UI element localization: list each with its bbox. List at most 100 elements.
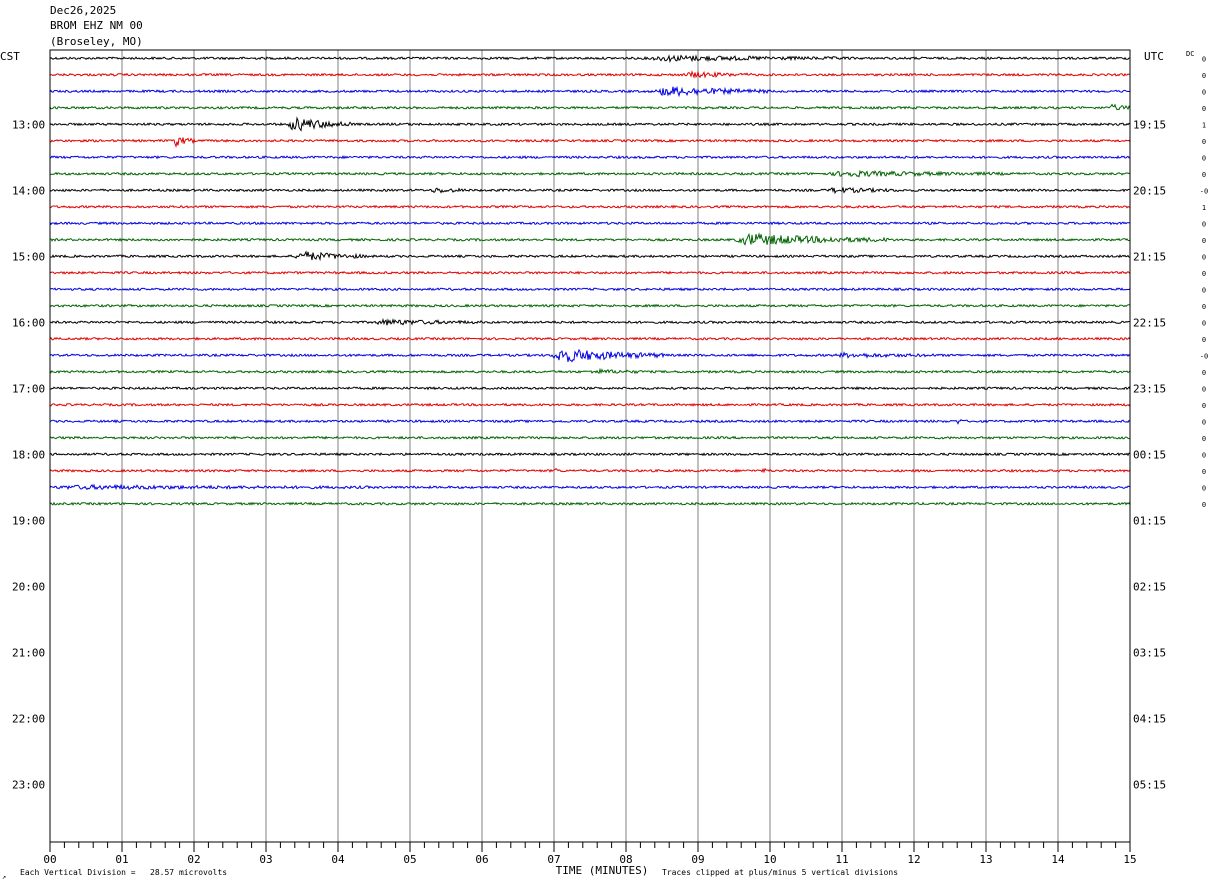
trace-line	[49, 103, 1131, 111]
left-hour-label: 22:00	[12, 712, 45, 725]
left-hour-label: 16:00	[12, 316, 45, 329]
trace-line	[49, 232, 1131, 246]
dc-value: 0	[1202, 270, 1206, 278]
minute-grid	[121, 50, 1059, 842]
right-hour-label: 21:15	[1133, 250, 1166, 263]
right-hour-label: 01:15	[1133, 514, 1166, 527]
trace-line	[49, 70, 1131, 79]
hour-labels: 13:00 14:00 15:00 16:00 17:00 18:00 19:00 20:00…	[12, 118, 1166, 791]
trace-line	[49, 467, 1131, 474]
plot-date: Dec26,2025	[50, 4, 117, 17]
x-axis-title: TIME (MINUTES)	[556, 864, 649, 877]
trace-line	[49, 435, 1131, 440]
x-tick-label: 01	[115, 853, 128, 866]
x-tick-label: 04	[331, 853, 345, 866]
right-hour-label: 19:15	[1133, 118, 1166, 131]
dc-value: 0	[1202, 484, 1206, 492]
right-hour-label: 02:15	[1133, 580, 1166, 593]
dc-value: 0	[1202, 286, 1206, 294]
dc-value: 0	[1202, 72, 1206, 80]
corner-arrow-icon: ↗	[2, 873, 6, 881]
x-axis: 00 01 02 03 04 05 06 07 08 09 10 11 12 13 14 15	[43, 842, 1137, 866]
x-tick-label: 08	[619, 853, 632, 866]
x-tick-label: 15	[1123, 853, 1136, 866]
right-hour-label: 23:15	[1133, 382, 1166, 395]
trace-line	[49, 452, 1131, 457]
left-hour-label: 20:00	[12, 580, 45, 593]
x-tick-label: 06	[475, 853, 488, 866]
left-hour-label: 18:00	[12, 448, 45, 461]
trace-line	[49, 155, 1131, 160]
x-tick-label: 07	[547, 853, 560, 866]
dc-value: -0	[1200, 352, 1208, 360]
x-tick-label: 05	[403, 853, 416, 866]
trace-line	[49, 367, 1131, 375]
dc-value: 0	[1202, 138, 1206, 146]
dc-value: 0	[1202, 88, 1206, 96]
right-hour-label: 22:15	[1133, 316, 1166, 329]
dc-value: -0	[1200, 187, 1208, 195]
x-tick-label: 10	[763, 853, 776, 866]
left-hour-label: 14:00	[12, 184, 45, 197]
station-location: (Broseley, MO)	[50, 35, 143, 48]
x-tick-label: 03	[259, 853, 272, 866]
trace-line	[50, 250, 1131, 262]
right-hour-label: 05:15	[1133, 778, 1166, 791]
trace-line	[49, 116, 1131, 132]
plot-frame	[49, 49, 1131, 843]
trace-line	[49, 303, 1131, 308]
dc-value: 0	[1202, 369, 1206, 377]
x-tick-label: 13	[979, 853, 992, 866]
right-hour-label: 20:15	[1133, 184, 1166, 197]
dc-header: DC	[1186, 50, 1194, 58]
trace-line	[49, 402, 1131, 407]
x-tick-label: 14	[1051, 853, 1065, 866]
trace-line	[49, 204, 1131, 209]
trace-line	[49, 85, 1131, 98]
dc-value: 0	[1202, 253, 1206, 261]
trace-line	[49, 318, 1131, 326]
x-tick-label: 00	[43, 853, 56, 866]
trace-line	[49, 336, 1131, 341]
dc-value: 0	[1202, 468, 1206, 476]
trace-line	[49, 137, 1131, 148]
dc-value: 0	[1202, 501, 1206, 509]
dc-value: 1	[1202, 204, 1206, 212]
left-hour-label: 19:00	[12, 514, 45, 527]
trace-line	[49, 270, 1131, 275]
dc-value: 0	[1202, 303, 1206, 311]
left-hour-label: 13:00	[12, 118, 45, 131]
dc-value: 1	[1202, 121, 1206, 129]
left-hour-label: 17:00	[12, 382, 45, 395]
left-timezone-label: CST	[0, 50, 20, 63]
x-tick-label: 02	[187, 853, 200, 866]
trace-line	[49, 501, 1131, 506]
dc-value: 0	[1202, 220, 1206, 228]
right-hour-label: 04:15	[1133, 712, 1166, 725]
vertical-division-note: Each Vertical Division = 28.57 microvolt…	[20, 868, 227, 877]
trace-line	[49, 483, 1131, 491]
trace-line	[49, 169, 1131, 178]
plot-border	[49, 49, 1131, 843]
station-code: BROM EHZ NM 00	[50, 19, 143, 32]
right-timezone-label: UTC	[1144, 50, 1164, 63]
dc-value: 0	[1202, 171, 1206, 179]
dc-value: 0	[1202, 435, 1206, 443]
trace-line	[49, 418, 1131, 425]
dc-value: 0	[1202, 418, 1206, 426]
left-hour-label: 23:00	[12, 778, 45, 791]
dc-value: 0	[1202, 451, 1206, 459]
dc-value: 0	[1202, 154, 1206, 162]
x-tick-label: 09	[691, 853, 704, 866]
dc-value: 0	[1202, 237, 1206, 245]
right-hour-label: 00:15	[1133, 448, 1166, 461]
left-hour-label: 15:00	[12, 250, 45, 263]
trace-line	[49, 287, 1131, 292]
trace-line	[49, 221, 1131, 226]
trace-line	[49, 386, 1131, 391]
dc-value: 0	[1202, 319, 1206, 327]
clip-note: Traces clipped at plus/minus 5 vertical …	[662, 868, 898, 877]
left-hour-label: 21:00	[12, 646, 45, 659]
trace-line	[49, 348, 1131, 363]
